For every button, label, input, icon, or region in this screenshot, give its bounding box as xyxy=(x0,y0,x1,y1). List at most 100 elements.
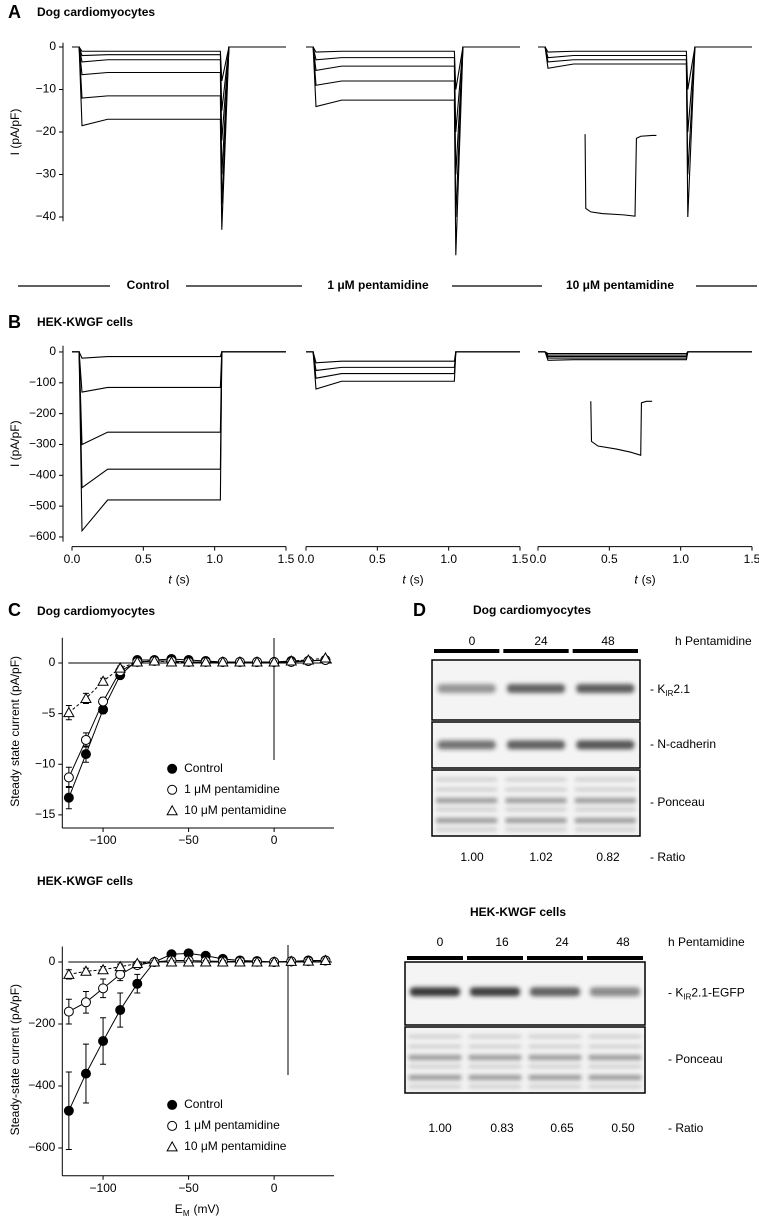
band xyxy=(506,684,566,693)
ratio: 1.00 xyxy=(460,850,484,864)
x-tick-label: 0.5 xyxy=(135,552,152,566)
band xyxy=(529,987,581,997)
lanes-unit: h Pentamidine xyxy=(668,935,745,949)
y-tick-label: 0 xyxy=(49,39,56,53)
legend-label: Control xyxy=(184,1097,223,1111)
marker xyxy=(285,654,298,666)
band xyxy=(437,740,496,750)
x-tick-label: 1.5 xyxy=(744,552,759,566)
blot-bands xyxy=(409,987,641,997)
trace xyxy=(306,46,520,175)
marker xyxy=(115,969,126,980)
y-tick-label: 0 xyxy=(49,655,56,669)
band xyxy=(409,987,461,997)
row-label-suffix: 2.1-EGFP xyxy=(691,986,744,1000)
ratio-label: - Ratio xyxy=(650,850,686,864)
trace xyxy=(306,351,520,379)
marker xyxy=(199,655,212,667)
x-tick-label: 1.0 xyxy=(672,552,689,566)
ponceau-band xyxy=(468,1055,522,1060)
row-label-text: - K xyxy=(650,682,665,696)
panel-label: D xyxy=(413,600,426,620)
x-axis-label: t (s) xyxy=(402,573,423,587)
trace xyxy=(538,351,752,358)
ponceau-band xyxy=(408,1075,462,1080)
ponceau-band xyxy=(574,778,636,781)
trace xyxy=(72,351,286,446)
ponceau-band xyxy=(574,808,636,811)
panel-label: A xyxy=(8,2,21,22)
marker xyxy=(80,734,91,745)
marker xyxy=(216,655,229,667)
legend-label: 10 μM pentamidine xyxy=(184,803,287,817)
chart-title: Dog cardiomyocytes xyxy=(37,5,155,19)
row-label-text: - Ponceau xyxy=(650,795,705,809)
ponceau-band xyxy=(574,798,636,803)
lanes-unit: h Pentamidine xyxy=(675,634,752,648)
y-tick-label: −200 xyxy=(29,406,56,420)
marker xyxy=(80,997,91,1008)
ponceau-band xyxy=(408,1035,462,1038)
ponceau-band xyxy=(588,1065,642,1068)
legend-marker xyxy=(167,1099,178,1110)
ponceau-band xyxy=(528,1035,582,1038)
marker xyxy=(182,955,195,967)
ponceau-band xyxy=(588,1045,642,1048)
marker xyxy=(216,955,229,967)
legend-label: 10 μM pentamidine xyxy=(184,1139,287,1153)
row-label-text: - K xyxy=(668,986,683,1000)
condition-label: 10 μM pentamidine xyxy=(566,278,674,292)
legend-marker xyxy=(166,1140,178,1152)
ponceau-band xyxy=(436,808,498,811)
x-tick-label: 1.0 xyxy=(206,552,223,566)
x-label-symbol: t xyxy=(634,573,638,587)
ponceau-band xyxy=(574,828,636,831)
row-label-suffix: 2.1 xyxy=(673,682,690,696)
trace xyxy=(72,46,286,82)
marker xyxy=(63,772,74,783)
ratio: 1.02 xyxy=(529,850,553,864)
trace xyxy=(72,46,286,175)
y-tick-label: −20 xyxy=(36,124,57,138)
ponceau-band xyxy=(505,778,567,781)
condition-label: Control xyxy=(127,278,170,292)
chart-title: HEK-KWGF cells xyxy=(37,315,133,329)
marker xyxy=(268,655,280,667)
marker xyxy=(199,955,212,967)
y-axis-label: I (pA/pF) xyxy=(8,109,22,156)
lane-label: 0 xyxy=(437,935,444,949)
ponceau-band xyxy=(408,1045,462,1048)
marker xyxy=(165,655,178,667)
blot-bands xyxy=(408,1035,642,1088)
marker xyxy=(98,696,109,707)
marker xyxy=(148,654,161,666)
ponceau-band xyxy=(468,1065,522,1068)
marker xyxy=(63,1105,74,1116)
y-tick-label: −40 xyxy=(36,209,57,223)
row-label: - Ponceau xyxy=(668,1052,723,1066)
marker xyxy=(131,957,144,969)
blot-title: HEK-KWGF cells xyxy=(470,905,566,919)
y-tick-label: 0 xyxy=(49,344,56,358)
band xyxy=(437,684,496,693)
ponceau-band xyxy=(436,818,498,823)
ponceau-band xyxy=(574,818,636,823)
ponceau-band xyxy=(528,1065,582,1068)
ponceau-band xyxy=(468,1045,522,1048)
ponceau-band xyxy=(588,1075,642,1080)
row-label-text: - N-cadherin xyxy=(650,737,716,751)
ponceau-band xyxy=(436,788,498,791)
ponceau-band xyxy=(505,788,567,791)
x-tick-label: 0 xyxy=(271,833,278,847)
legend-marker xyxy=(167,763,178,774)
marker xyxy=(234,655,246,667)
ratio: 0.50 xyxy=(611,1121,635,1135)
ponceau-band xyxy=(505,808,567,811)
ponceau-band xyxy=(468,1085,522,1088)
y-axis-label: Steady state current (pA/pF) xyxy=(8,656,22,807)
marker xyxy=(302,653,315,665)
x-label-symbol: t xyxy=(402,573,406,587)
band xyxy=(589,987,641,997)
trace xyxy=(538,351,752,361)
ponceau-band xyxy=(505,828,567,831)
